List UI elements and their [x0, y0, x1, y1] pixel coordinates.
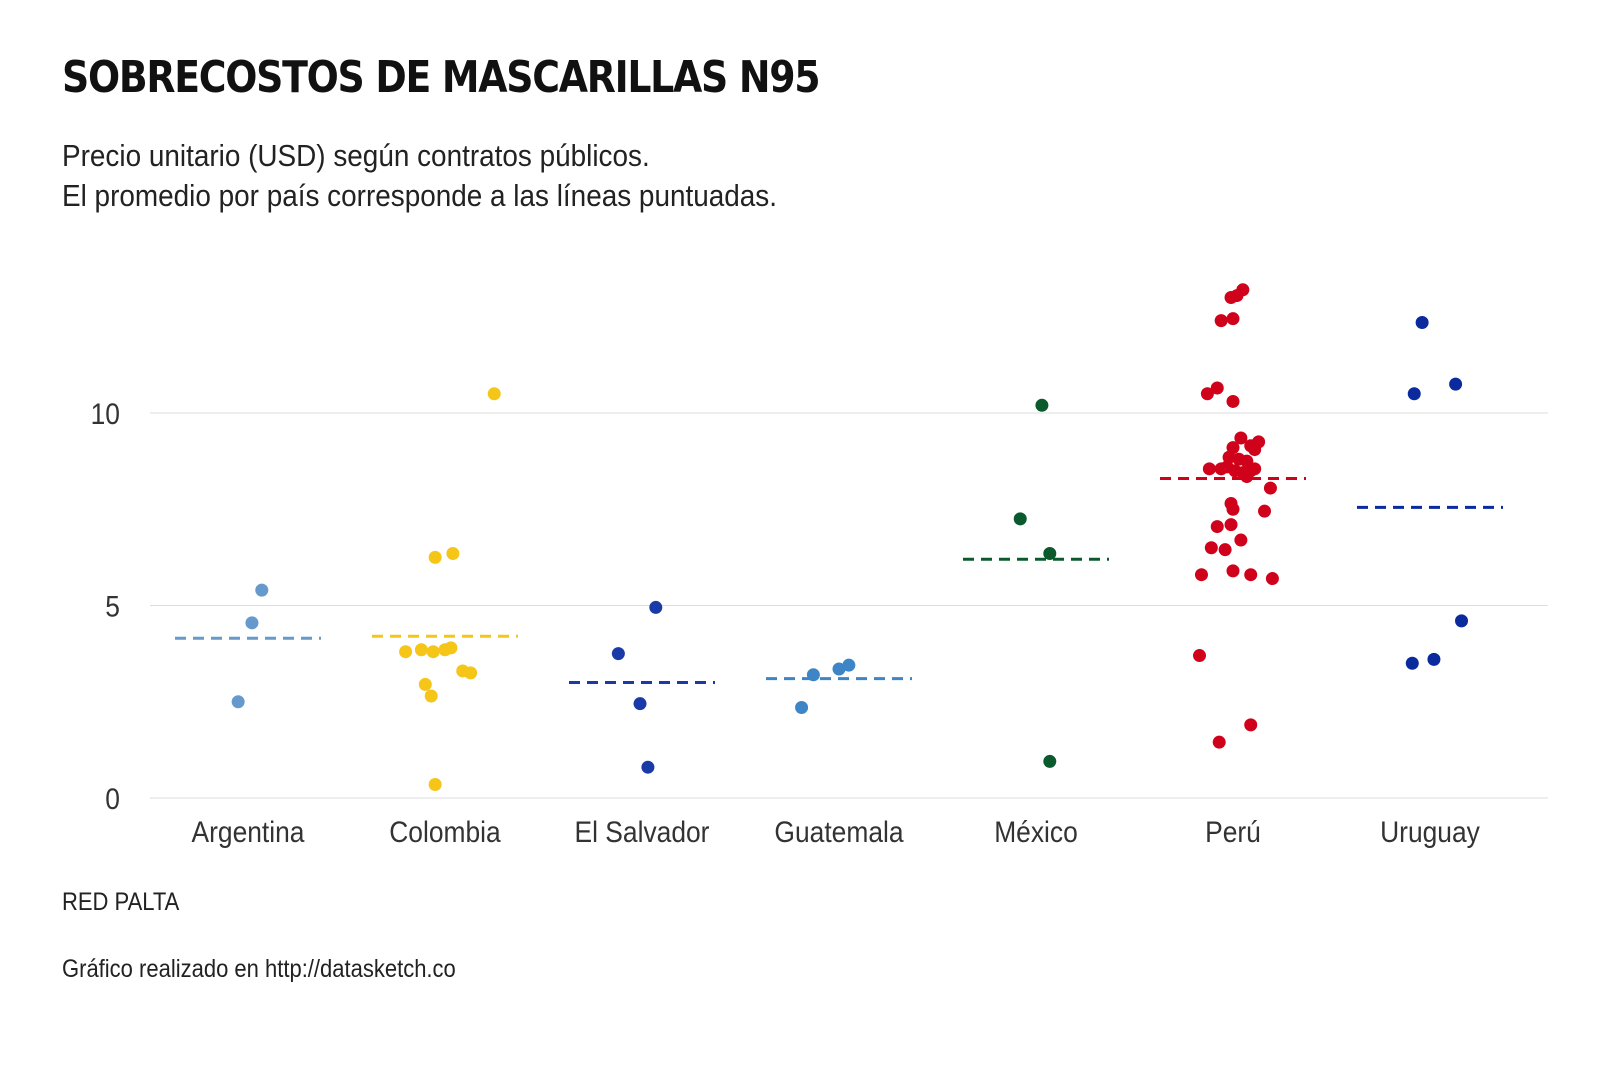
- data-point: [399, 645, 413, 659]
- data-point: [1405, 656, 1419, 670]
- data-point: [1194, 568, 1208, 582]
- credit-caption: Gráfico realizado en http://datasketch.c…: [62, 955, 456, 983]
- data-point: [1193, 649, 1207, 663]
- data-point: [611, 647, 625, 661]
- data-point: [1224, 518, 1238, 532]
- data-point: [832, 662, 846, 676]
- data-point: [1263, 481, 1277, 495]
- data-point: [428, 778, 442, 792]
- subtitle-line-2: El promedio por país corresponde a las l…: [62, 178, 777, 213]
- chart-subtitle: Precio unitario (USD) según contratos pú…: [62, 136, 777, 216]
- data-point: [487, 387, 501, 401]
- data-point: [1210, 381, 1224, 395]
- data-point: [414, 643, 428, 657]
- data-point: [1013, 512, 1027, 526]
- data-point: [1226, 564, 1240, 578]
- data-point: [1226, 394, 1240, 408]
- data-point: [1226, 502, 1240, 516]
- data-point: [1212, 735, 1226, 749]
- data-point: [1248, 443, 1262, 457]
- data-point: [633, 697, 647, 711]
- x-tick-label: El Salvador: [575, 814, 710, 848]
- data-point: [444, 641, 458, 655]
- data-point: [1415, 316, 1429, 330]
- source-caption: RED PALTA: [62, 888, 180, 916]
- data-point: [1265, 572, 1279, 586]
- data-point: [1244, 718, 1258, 732]
- data-point: [424, 689, 438, 703]
- data-point: [1234, 533, 1248, 547]
- x-tick-label: Colombia: [389, 814, 501, 848]
- data-point: [1210, 520, 1224, 534]
- y-tick-label: 10: [91, 396, 120, 430]
- data-point: [1043, 754, 1057, 768]
- x-tick-label: Perú: [1205, 814, 1261, 848]
- data-point: [1043, 547, 1057, 561]
- x-tick-label: Argentina: [192, 814, 305, 848]
- data-point: [1258, 504, 1272, 518]
- data-point: [1244, 568, 1258, 582]
- data-point: [464, 666, 478, 680]
- x-tick-label: México: [994, 814, 1078, 848]
- data-point: [1035, 398, 1049, 412]
- data-point: [1230, 289, 1244, 303]
- data-point: [255, 583, 269, 597]
- x-tick-label: Uruguay: [1380, 814, 1481, 848]
- data-point: [1240, 470, 1254, 484]
- data-point: [418, 677, 432, 691]
- y-tick-label: 0: [105, 781, 120, 815]
- data-point: [795, 701, 809, 715]
- data-point: [426, 645, 440, 659]
- x-tick-label: Guatemala: [774, 814, 903, 848]
- data-point: [231, 695, 245, 709]
- data-point: [1234, 431, 1248, 445]
- data-point: [428, 550, 442, 564]
- data-point: [446, 547, 460, 561]
- data-point: [1202, 462, 1216, 476]
- data-point: [1222, 450, 1236, 464]
- data-point: [1226, 312, 1240, 326]
- subtitle-line-1: Precio unitario (USD) según contratos pú…: [62, 138, 650, 173]
- y-tick-label: 5: [105, 589, 120, 623]
- data-point: [649, 600, 663, 614]
- data-point: [842, 658, 856, 672]
- chart-title: SOBRECOSTOS DE MASCARILLAS N95: [62, 52, 821, 103]
- data-point: [1427, 652, 1441, 666]
- data-point: [1455, 614, 1469, 628]
- data-point: [245, 616, 259, 630]
- data-point: [1449, 377, 1463, 391]
- data-point: [1407, 387, 1421, 401]
- data-point: [1214, 314, 1228, 328]
- data-point: [1204, 541, 1218, 555]
- data-point: [1218, 543, 1232, 557]
- data-point: [1200, 387, 1214, 401]
- data-point: [641, 760, 655, 774]
